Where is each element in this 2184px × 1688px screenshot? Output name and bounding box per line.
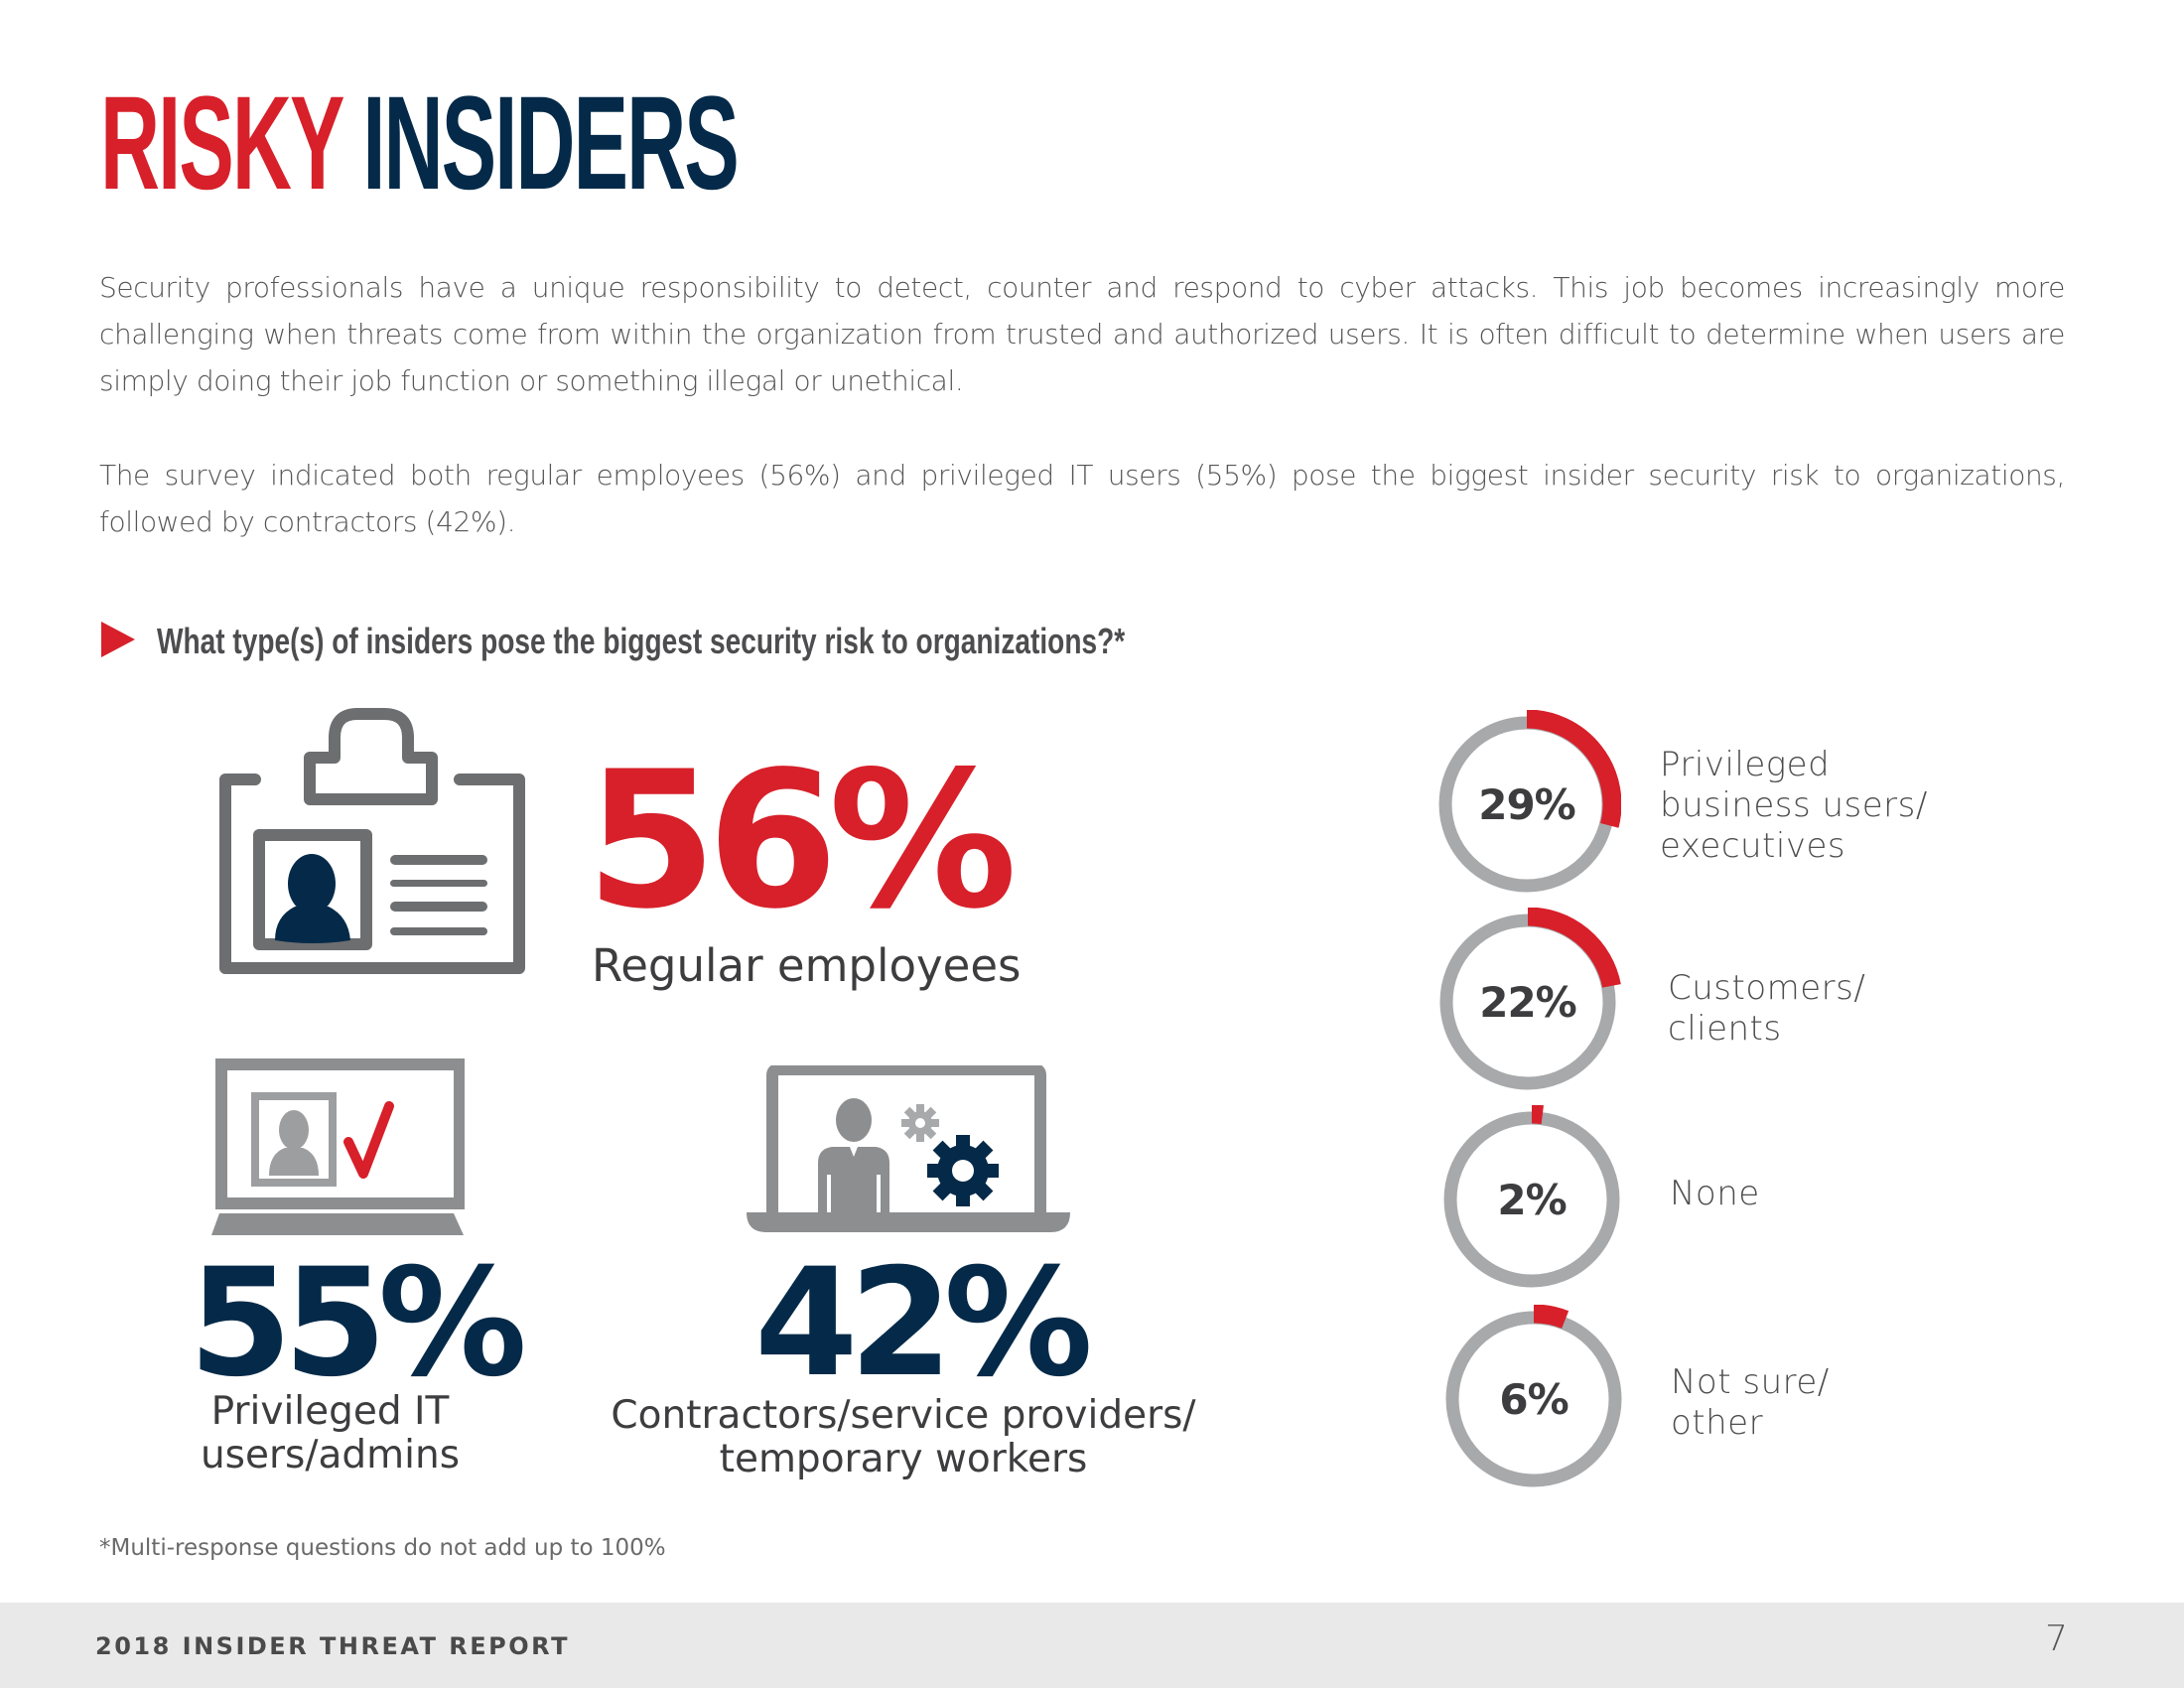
footer-report-title: 2018 INSIDER THREAT REPORT xyxy=(95,1632,570,1660)
donut-value: 22% xyxy=(1479,977,1577,1027)
stat-label-line-1: Privileged IT xyxy=(210,1389,450,1434)
title-word-insiders: INSIDERS xyxy=(362,70,739,217)
donut-label-not-sure: Not sure/ other xyxy=(1671,1362,1830,1443)
stat-label-line-2: temporary workers xyxy=(719,1437,1088,1481)
laptop-user-check-icon xyxy=(211,1058,466,1235)
donut-chart-privileged-business: 29% xyxy=(1433,710,1621,899)
stat-value-privileged-it: 55% xyxy=(189,1237,527,1410)
page-number: 7 xyxy=(2045,1618,2068,1659)
stat-label-line-2: users/admins xyxy=(200,1433,461,1477)
stat-value-contractors: 42% xyxy=(754,1237,1093,1410)
survey-question: What type(s) of insiders pose the bigges… xyxy=(157,621,1126,661)
id-badge-icon xyxy=(215,708,531,978)
triangle-bullet-icon xyxy=(101,622,135,657)
page-title: RISKY INSIDERS xyxy=(100,77,740,211)
donut-label-privileged-business: Privileged business users/ executives xyxy=(1660,745,1928,866)
footnote: *Multi-response questions do not add up … xyxy=(99,1535,666,1561)
donut-label-customers: Customers/ clients xyxy=(1668,968,1866,1049)
title-word-risky: RISKY xyxy=(100,70,343,217)
donut-value: 29% xyxy=(1478,779,1576,829)
donut-chart-not-sure: 6% xyxy=(1439,1305,1628,1493)
donut-chart-none: 2% xyxy=(1437,1105,1626,1294)
donut-label-none: None xyxy=(1670,1174,1760,1213)
stat-label-regular-employees: Regular employees xyxy=(592,939,1022,992)
stat-label-privileged-it: Privileged IT users/admins xyxy=(159,1390,501,1477)
laptop-worker-gears-icon xyxy=(747,1063,1070,1232)
intro-paragraph-1: Security professionals have a unique res… xyxy=(99,271,2065,397)
donut-value: 6% xyxy=(1499,1374,1569,1424)
stat-value-regular-employees: 56% xyxy=(586,731,1018,950)
intro-paragraph-2: The survey indicated both regular employ… xyxy=(99,459,2065,538)
stat-label-line-1: Contractors/service providers/ xyxy=(611,1393,1196,1438)
donut-value: 2% xyxy=(1497,1175,1567,1224)
footer-bar xyxy=(0,1603,2184,1688)
donut-chart-customers: 22% xyxy=(1433,908,1622,1096)
stat-label-contractors: Contractors/service providers/ temporary… xyxy=(556,1394,1251,1481)
